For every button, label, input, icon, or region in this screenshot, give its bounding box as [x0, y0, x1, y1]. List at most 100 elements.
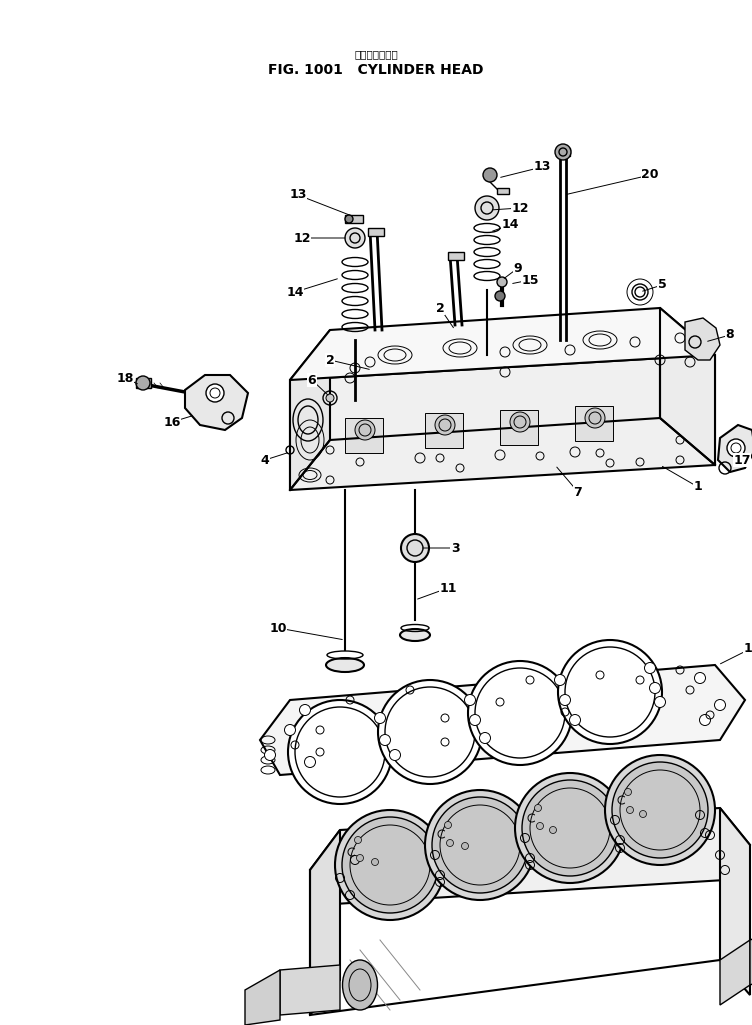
Ellipse shape	[400, 629, 430, 641]
Ellipse shape	[326, 658, 364, 672]
Circle shape	[480, 733, 490, 743]
Circle shape	[497, 277, 507, 287]
Circle shape	[380, 735, 390, 745]
Circle shape	[644, 662, 656, 673]
Circle shape	[522, 780, 618, 876]
Text: 18: 18	[117, 371, 134, 384]
Text: 12: 12	[293, 232, 311, 245]
Text: 13: 13	[290, 189, 307, 202]
Text: シリンダヘッド: シリンダヘッド	[354, 49, 398, 59]
Circle shape	[612, 762, 708, 858]
Circle shape	[639, 811, 647, 818]
Circle shape	[335, 810, 445, 920]
Bar	[575, 406, 613, 441]
Circle shape	[554, 674, 566, 686]
Polygon shape	[685, 318, 720, 360]
Text: 11: 11	[439, 581, 456, 594]
Text: 20: 20	[641, 168, 659, 181]
Text: 15: 15	[521, 274, 538, 287]
Polygon shape	[750, 925, 752, 985]
Text: 4: 4	[261, 453, 269, 466]
Circle shape	[695, 672, 705, 684]
Circle shape	[585, 408, 605, 428]
Circle shape	[558, 640, 662, 744]
Text: 8: 8	[726, 328, 734, 341]
Circle shape	[355, 420, 375, 440]
Text: 2: 2	[326, 354, 335, 367]
Circle shape	[345, 228, 365, 248]
Circle shape	[342, 817, 438, 913]
Text: 9: 9	[514, 261, 523, 275]
Circle shape	[288, 700, 392, 804]
Circle shape	[378, 680, 482, 784]
Circle shape	[444, 821, 451, 828]
Circle shape	[555, 144, 571, 160]
Circle shape	[371, 859, 378, 865]
Text: FIG. 1001   CYLINDER HEAD: FIG. 1001 CYLINDER HEAD	[268, 63, 484, 77]
Text: 17: 17	[733, 453, 750, 466]
Circle shape	[462, 843, 468, 850]
Text: 13: 13	[533, 161, 550, 173]
Bar	[556, 148, 570, 156]
Text: 12: 12	[511, 202, 529, 214]
Circle shape	[469, 714, 481, 726]
Bar	[368, 228, 384, 236]
Text: 7: 7	[574, 486, 582, 498]
Circle shape	[305, 756, 316, 768]
Polygon shape	[290, 355, 715, 490]
Bar	[345, 215, 363, 223]
Polygon shape	[310, 808, 750, 905]
Bar	[497, 188, 509, 194]
Polygon shape	[310, 830, 340, 1015]
Circle shape	[390, 749, 401, 761]
Circle shape	[468, 661, 572, 765]
Circle shape	[326, 394, 334, 402]
Circle shape	[535, 805, 541, 812]
Text: 2: 2	[435, 301, 444, 315]
Circle shape	[515, 773, 625, 883]
Polygon shape	[280, 965, 340, 1015]
Circle shape	[136, 376, 150, 390]
Circle shape	[284, 725, 296, 736]
Circle shape	[425, 790, 535, 900]
Circle shape	[626, 807, 633, 814]
Bar	[425, 413, 463, 448]
Polygon shape	[720, 808, 750, 995]
Text: 14: 14	[502, 218, 519, 232]
Circle shape	[714, 699, 726, 710]
Text: 3: 3	[450, 541, 459, 555]
Polygon shape	[660, 308, 715, 465]
Circle shape	[447, 839, 453, 847]
Ellipse shape	[342, 960, 378, 1010]
Circle shape	[654, 697, 666, 707]
Text: 19: 19	[743, 642, 752, 655]
Circle shape	[569, 714, 581, 726]
Polygon shape	[290, 308, 715, 380]
Circle shape	[354, 836, 362, 844]
Bar	[500, 410, 538, 445]
Circle shape	[345, 215, 353, 223]
Circle shape	[559, 695, 571, 705]
Polygon shape	[245, 970, 280, 1025]
Circle shape	[465, 695, 475, 705]
Bar	[345, 418, 383, 453]
Text: 10: 10	[269, 621, 287, 634]
Circle shape	[483, 168, 497, 182]
Circle shape	[650, 683, 660, 694]
Circle shape	[374, 712, 386, 724]
Text: 16: 16	[163, 415, 180, 428]
Circle shape	[624, 788, 632, 795]
Bar	[448, 252, 464, 260]
Circle shape	[265, 749, 275, 761]
Circle shape	[510, 412, 530, 432]
Polygon shape	[185, 375, 248, 430]
Text: 1: 1	[693, 481, 702, 493]
Text: 6: 6	[308, 373, 317, 386]
Circle shape	[550, 826, 556, 833]
Circle shape	[605, 755, 715, 865]
Polygon shape	[260, 665, 745, 775]
Circle shape	[299, 704, 311, 715]
Circle shape	[401, 534, 429, 562]
Polygon shape	[720, 940, 750, 1004]
Text: 14: 14	[287, 286, 304, 298]
